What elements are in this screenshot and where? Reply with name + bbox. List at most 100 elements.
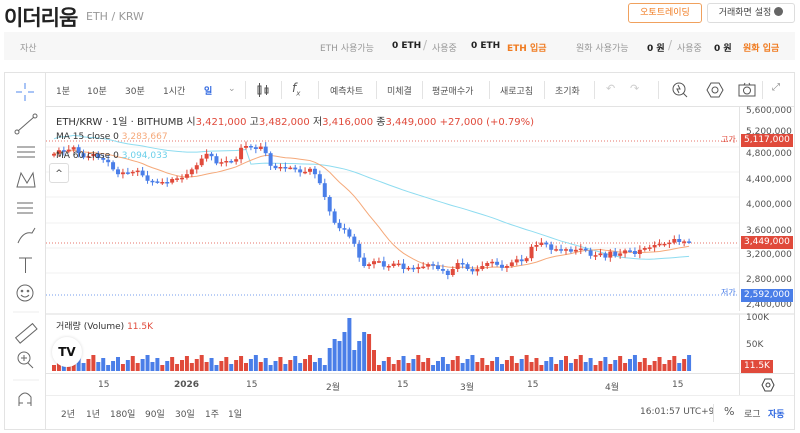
volume-legend: 거래량 (Volume) 11.5K bbox=[56, 319, 153, 332]
prediction-chart-button[interactable]: 예측차트 bbox=[330, 87, 364, 97]
range-bar: 2년 1년 180일 90일 30일 1주 1일 16:01:57 UTC+9 … bbox=[46, 395, 794, 429]
slash: / bbox=[423, 38, 428, 52]
reset-button[interactable]: 초기화 bbox=[555, 87, 580, 97]
krw-available-value: 0 원 bbox=[647, 44, 665, 54]
tradingview-logo-icon[interactable]: TV bbox=[52, 337, 82, 367]
krw-deposit-link[interactable]: 원화 입금 bbox=[743, 44, 780, 54]
volume-tick: 50K bbox=[746, 340, 764, 350]
fullscreen-icon[interactable]: ⤢ bbox=[772, 82, 780, 93]
high-price-marker: 고가 bbox=[721, 135, 736, 144]
auto-trading-button[interactable]: 오토트레이딩 bbox=[628, 3, 702, 23]
time-tick: 15 bbox=[527, 380, 539, 390]
gear-icon bbox=[774, 7, 784, 16]
range-90d[interactable]: 90일 bbox=[145, 410, 165, 420]
chart-toolbar: 1분 10분 30분 1시간 일 ⌄ fx 예측차트 미체결 평균매수가 새로고… bbox=[46, 73, 794, 107]
eth-in-use-value: 0 ETH bbox=[471, 41, 501, 51]
volume-label: 거래량 (Volume) bbox=[56, 322, 125, 332]
eth-in-use-label: 사용중 bbox=[432, 44, 457, 54]
auto-scale-toggle[interactable]: 자동 bbox=[768, 410, 785, 420]
open-value: 3,421,000 bbox=[195, 117, 247, 128]
time-tick: 15 bbox=[98, 380, 110, 390]
log-toggle[interactable]: 로그 bbox=[744, 410, 761, 420]
price-tick: 4,000,000 bbox=[746, 200, 792, 210]
interval-1h[interactable]: 1시간 bbox=[163, 87, 186, 97]
price-axis[interactable]: 5,600,000 5,200,000 4,800,000 4,400,000 … bbox=[739, 106, 794, 311]
snapshot-search-icon[interactable] bbox=[671, 81, 689, 99]
time-tick: 15 bbox=[246, 380, 258, 390]
krw-available-label: 원화 사용가능 bbox=[576, 44, 629, 54]
percent-toggle[interactable]: % bbox=[724, 405, 735, 418]
asset-label: 자산 bbox=[20, 44, 37, 54]
symbol-label: ETH/KRW · 1일 · BITHUMB bbox=[56, 117, 184, 128]
time-axis[interactable]: 15 2026 15 2월 15 3월 15 4월 15 bbox=[46, 373, 739, 395]
pair-label: ETH / KRW bbox=[86, 10, 144, 23]
close-label: 종 bbox=[376, 117, 386, 128]
interval-day[interactable]: 일 bbox=[204, 87, 213, 97]
price-tick: 4,800,000 bbox=[746, 149, 792, 159]
collapse-legend-button[interactable]: ^ bbox=[49, 163, 69, 183]
current-price-tag: 3,449,000 bbox=[741, 236, 793, 249]
clock: 16:01:57 UTC+9 bbox=[640, 407, 715, 417]
axis-settings-icon[interactable] bbox=[761, 378, 775, 392]
eth-deposit-link[interactable]: ETH 입금 bbox=[507, 44, 547, 54]
interval-10m[interactable]: 10분 bbox=[87, 87, 107, 97]
settings-label: 거래화면 설정 bbox=[718, 8, 772, 18]
eth-available-value: 0 ETH bbox=[392, 41, 422, 51]
close-value: 3,449,000 bbox=[385, 117, 437, 128]
volume-current-tag: 11.5K bbox=[741, 360, 773, 373]
high-price-tag: 5,117,000 bbox=[741, 134, 793, 147]
avg-buy-price-button[interactable]: 평균매수가 bbox=[432, 87, 474, 97]
chevron-down-icon[interactable]: ⌄ bbox=[228, 84, 236, 94]
time-tick: 2026 bbox=[174, 380, 200, 390]
price-tick: 2,800,000 bbox=[746, 275, 792, 285]
ma15-legend: MA 15 close 0 3,283,667 bbox=[56, 132, 168, 142]
asset-bar: 자산 ETH 사용가능 0 ETH / 사용중 0 ETH ETH 입금 원화 … bbox=[4, 32, 795, 60]
redo-icon[interactable]: ↷ bbox=[630, 82, 640, 95]
price-tick: 5,600,000 bbox=[746, 106, 792, 116]
ma15-value: 3,283,667 bbox=[121, 132, 168, 142]
drawing-toolbar bbox=[5, 73, 46, 429]
drawing-tool-icons bbox=[13, 83, 39, 406]
time-tick: 2월 bbox=[326, 383, 341, 393]
page-header: 이더리움 ETH / KRW 오토트레이딩 거래화면 설정 bbox=[0, 0, 800, 32]
camera-icon[interactable] bbox=[738, 81, 756, 99]
slash: / bbox=[668, 38, 673, 52]
candle-type-icon[interactable] bbox=[255, 82, 271, 98]
change-value: +27,000 (+0.79%) bbox=[439, 117, 535, 128]
settings-hex-icon[interactable] bbox=[706, 81, 724, 99]
screen-settings-button[interactable]: 거래화면 설정 bbox=[707, 3, 795, 23]
range-1y[interactable]: 1년 bbox=[86, 410, 101, 420]
low-label: 저 bbox=[312, 117, 323, 128]
undo-icon[interactable]: ↶ bbox=[606, 82, 616, 95]
range-1w[interactable]: 1주 bbox=[205, 410, 220, 420]
price-tick: 3,200,000 bbox=[746, 250, 792, 260]
interval-1m[interactable]: 1분 bbox=[56, 87, 71, 97]
ohlc-legend: ETH/KRW · 1일 · BITHUMB 시3,421,000 고3,482… bbox=[56, 113, 534, 128]
interval-30m[interactable]: 30분 bbox=[125, 87, 145, 97]
refresh-button[interactable]: 새로고침 bbox=[500, 87, 534, 97]
range-30d[interactable]: 30일 bbox=[175, 410, 195, 420]
price-chart[interactable]: ETH/KRW · 1일 · BITHUMB 시3,421,000 고3,482… bbox=[46, 107, 739, 311]
volume-axis: 100K 50K 11.5K bbox=[739, 313, 794, 373]
ma15-label: MA 15 close 0 bbox=[56, 132, 119, 142]
ma60-legend: MA 60 close 0 3,094,033 bbox=[56, 151, 168, 161]
ma60-label: MA 60 close 0 bbox=[56, 151, 119, 161]
axis-settings-corner bbox=[739, 373, 794, 395]
low-value: 3,416,000 bbox=[322, 117, 374, 128]
range-180d[interactable]: 180일 bbox=[110, 410, 136, 420]
time-tick: 3월 bbox=[460, 383, 475, 393]
unfilled-button[interactable]: 미체결 bbox=[387, 87, 412, 97]
time-tick: 15 bbox=[672, 380, 684, 390]
price-tick: 4,400,000 bbox=[746, 175, 792, 185]
volume-chart[interactable]: 거래량 (Volume) 11.5K TV bbox=[46, 313, 739, 373]
range-1d[interactable]: 1일 bbox=[228, 410, 243, 420]
price-tick: 3,600,000 bbox=[746, 226, 792, 236]
range-2y[interactable]: 2년 bbox=[61, 410, 76, 420]
low-price-tag: 2,592,000 bbox=[741, 289, 793, 302]
eth-available-label: ETH 사용가능 bbox=[320, 44, 374, 54]
price-tick: 5,200,000 bbox=[746, 127, 792, 137]
volume-value: 11.5K bbox=[127, 322, 154, 332]
indicator-fx-icon[interactable]: fx bbox=[292, 81, 301, 98]
high-value: 3,482,000 bbox=[258, 117, 310, 128]
price-tick: 2,400,000 bbox=[746, 300, 792, 310]
